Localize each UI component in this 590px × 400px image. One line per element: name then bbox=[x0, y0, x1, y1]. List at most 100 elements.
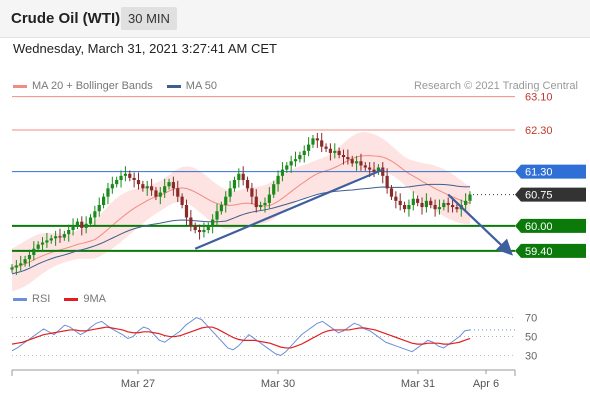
candle-body bbox=[36, 244, 40, 249]
candle-body bbox=[450, 205, 455, 208]
candle-body bbox=[180, 196, 184, 205]
instrument-title: Crude Oil (WTI) bbox=[11, 10, 121, 27]
candle-body bbox=[416, 198, 420, 203]
candle-body bbox=[328, 148, 333, 153]
candle-body bbox=[368, 167, 372, 170]
candle-body bbox=[394, 196, 398, 201]
rsi-legend-label: RSI bbox=[32, 293, 51, 305]
candle-body bbox=[337, 150, 341, 155]
chart-header: Crude Oil (WTI) 30 MIN bbox=[0, 0, 590, 38]
candle-body bbox=[376, 167, 380, 172]
candle-body bbox=[354, 161, 359, 164]
candle-body bbox=[136, 180, 141, 185]
candle-body bbox=[385, 175, 389, 189]
candle-body bbox=[232, 180, 237, 189]
candle-body bbox=[411, 198, 415, 205]
candle-body bbox=[276, 175, 280, 185]
candle-body bbox=[19, 263, 23, 266]
candle-body bbox=[49, 238, 53, 241]
interval-button[interactable]: 30 MIN bbox=[121, 7, 177, 30]
candle-body bbox=[215, 211, 219, 220]
bollinger-swatch bbox=[13, 84, 27, 88]
candle-body bbox=[197, 230, 202, 233]
candle-body bbox=[250, 188, 254, 197]
candle-body bbox=[171, 182, 175, 189]
trendlines bbox=[194, 168, 513, 256]
trendline-0 bbox=[194, 168, 384, 250]
candle-body bbox=[241, 173, 245, 180]
candle-body bbox=[333, 150, 337, 153]
level-badge-59.40 bbox=[515, 243, 586, 258]
candle-body bbox=[307, 144, 311, 151]
candle-body bbox=[350, 159, 354, 164]
candle-body bbox=[346, 157, 350, 160]
candle-body bbox=[446, 202, 450, 205]
candle-body bbox=[75, 221, 80, 226]
rsi-ma-line bbox=[11, 326, 471, 349]
candle-body bbox=[298, 155, 302, 160]
candle-body bbox=[402, 205, 407, 210]
candle-body bbox=[381, 167, 385, 176]
level-badge-61.30 bbox=[515, 164, 586, 179]
rsi-panel: 70 50 30 bbox=[11, 313, 537, 363]
candle-body bbox=[115, 180, 119, 185]
candle-body bbox=[311, 138, 315, 145]
candle-body bbox=[341, 155, 346, 158]
x-tick-label-0: Mar 27 bbox=[121, 378, 155, 390]
candle-body bbox=[219, 205, 223, 212]
level-badges: 63.10 62.30 61.30 60.75 60.00 59.40 bbox=[515, 92, 586, 258]
candle-body bbox=[442, 202, 446, 208]
bollinger-legend-label: MA 20 + Bollinger Bands bbox=[32, 80, 153, 92]
candle-body bbox=[54, 236, 58, 239]
candle-body bbox=[45, 240, 49, 243]
candle-body bbox=[245, 180, 250, 189]
candle-body bbox=[62, 234, 66, 238]
candle-body bbox=[302, 150, 306, 155]
level-label-60.75: 60.75 bbox=[525, 190, 553, 202]
candle-body bbox=[88, 217, 93, 224]
candle-body bbox=[267, 194, 271, 203]
rsi-tick-30: 30 bbox=[525, 351, 537, 363]
candle-body bbox=[206, 225, 210, 230]
rsi-tick-50: 50 bbox=[525, 332, 537, 344]
candle-body bbox=[293, 159, 298, 162]
candle-body bbox=[429, 200, 433, 205]
ma20-line bbox=[11, 155, 471, 268]
candle-body bbox=[263, 202, 267, 205]
candle-body bbox=[145, 186, 149, 189]
candle-body bbox=[433, 205, 437, 210]
trendline-1 bbox=[447, 193, 504, 248]
rsi-legend: RSI 9MA bbox=[13, 293, 106, 305]
candle-body bbox=[158, 192, 162, 197]
candle-body bbox=[464, 200, 468, 205]
trend-arrowhead bbox=[496, 238, 513, 256]
candle-body bbox=[315, 138, 319, 141]
bollinger-fill bbox=[12, 132, 470, 292]
ma50-swatch bbox=[166, 84, 181, 88]
candle-body bbox=[320, 140, 324, 147]
x-tick-label-3: Apr 6 bbox=[473, 378, 499, 390]
level-label-60.00: 60.00 bbox=[525, 221, 553, 233]
candle-body bbox=[259, 205, 263, 208]
candle-body bbox=[141, 184, 145, 189]
candle-body bbox=[468, 194, 472, 201]
ma50-legend-label: MA 50 bbox=[185, 80, 217, 92]
ma50-path bbox=[11, 183, 471, 275]
candle-body bbox=[176, 188, 180, 197]
candle-body bbox=[237, 173, 241, 180]
candle-body bbox=[289, 161, 293, 166]
candle-body bbox=[32, 248, 36, 255]
candle-body bbox=[149, 186, 154, 191]
candle-body bbox=[132, 177, 136, 180]
candle-body bbox=[359, 161, 363, 166]
price-legend: MA 20 + Bollinger Bands MA 50 bbox=[13, 80, 217, 92]
candle-body bbox=[202, 230, 206, 233]
level-label-62.30: 62.30 bbox=[525, 125, 553, 137]
candle-body bbox=[167, 182, 171, 187]
rsi-ma-legend-label: 9MA bbox=[83, 293, 106, 305]
candle-body bbox=[71, 225, 75, 230]
candle-body bbox=[193, 225, 197, 230]
rsi-swatch bbox=[13, 297, 27, 301]
candle-body bbox=[14, 265, 18, 268]
